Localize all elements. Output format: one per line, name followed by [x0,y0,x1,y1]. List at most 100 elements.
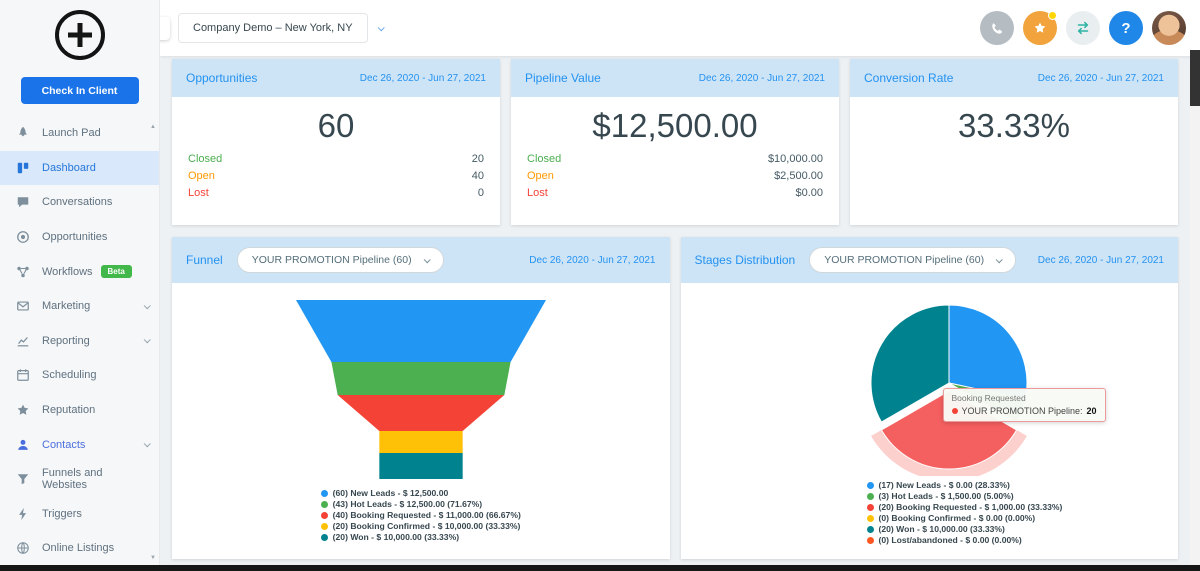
legend-item: (0) Booking Confirmed - $ 0.00 (0.00%) [866,513,1063,523]
tooltip-row: YOUR PROMOTION Pipeline: 20 [951,406,1097,416]
avatar[interactable] [1152,11,1186,45]
legend-dot [866,492,874,500]
help-icon[interactable]: ? [1109,11,1143,45]
sidebar-item-marketing[interactable]: Marketing [0,289,159,324]
rocket-icon [16,126,32,140]
pipeline-selector[interactable]: YOUR PROMOTION Pipeline (60) [236,247,444,273]
phone-icon[interactable] [980,11,1014,45]
legend-dot [320,500,328,508]
sidebar-item-opportunities[interactable]: Opportunities [0,220,159,255]
card-header: Opportunities Dec 26, 2020 - Jun 27, 202… [172,59,500,97]
stat-value: 40 [471,169,484,182]
sidebar-item-label: Reporting [42,334,90,347]
sidebar-item-online-listings[interactable]: Online Listings [0,531,159,565]
check-in-client-button[interactable]: Check In Client [20,77,139,104]
help-label: ? [1121,19,1131,37]
location-selector[interactable]: Company Demo – New York, NY [178,13,368,43]
funnel-chart[interactable] [281,297,561,482]
sidebar: Check In Client ▲ ▼ Launch Pad Dashboard… [0,0,160,565]
date-range[interactable]: Dec 26, 2020 - Jun 27, 2021 [1037,72,1164,84]
target-icon [16,230,32,244]
legend-dot [866,481,874,489]
conversion-rate-card: Conversion Rate Dec 26, 2020 - Jun 27, 2… [850,59,1178,225]
card-header: Pipeline Value Dec 26, 2020 - Jun 27, 20… [511,59,839,97]
pipeline-selector-label: YOUR PROMOTION Pipeline (60) [824,254,985,266]
sidebar-item-workflows[interactable]: Workflows Beta [0,254,159,289]
chevron-down-icon [423,255,431,263]
main-scrollbar[interactable] [1190,50,1200,565]
card-title: Funnel [186,253,223,267]
legend-item: (17) New Leads - $ 0.00 (28.33%) [866,480,1063,490]
lightning-icon [16,507,32,521]
sidebar-item-label: Online Listings [42,542,115,555]
stat-value: 20 [471,152,484,165]
sidebar-nav: Launch Pad Dashboard Conversations Oppor… [0,116,159,565]
globe-icon [16,541,32,555]
legend-dot [320,522,328,530]
stat-value: $0.00 [795,186,823,199]
sidebar-item-contacts[interactable]: Contacts [0,427,159,462]
stat-row: Open $2,500.00 [511,167,839,184]
sidebar-item-label: Contacts [42,438,86,451]
chevron-down-icon[interactable] [377,23,385,31]
stat-label: Open [527,169,554,182]
pie-chart[interactable] [839,291,1059,476]
date-range[interactable]: Dec 26, 2020 - Jun 27, 2021 [1037,254,1164,266]
sidebar-item-launch-pad[interactable]: Launch Pad [0,116,159,151]
date-range[interactable]: Dec 26, 2020 - Jun 27, 2021 [359,72,486,84]
stat-value: 0 [477,186,484,199]
stat-row: Closed 20 [172,150,500,167]
sidebar-item-dashboard[interactable]: Dashboard [0,150,159,186]
scrollbar-thumb[interactable] [1190,50,1200,106]
topbar: Company Demo – New York, NY ? [147,0,1200,56]
legend-dot [866,514,874,522]
legend-dot [320,489,328,497]
sidebar-item-funnels-and-websites[interactable]: Funnels and Websites [0,462,159,497]
card-title: Conversion Rate [864,71,954,85]
chevron-down-icon [995,255,1003,263]
legend-label: (3) Hot Leads - $ 1,500.00 (5.00%) [878,491,1014,501]
sidebar-item-label: Workflows [42,265,93,278]
sidebar-item-scheduling[interactable]: Scheduling [0,358,159,393]
beta-badge: Beta [100,265,132,279]
date-range[interactable]: Dec 26, 2020 - Jun 27, 2021 [698,72,825,84]
legend-item: (20) Won - $ 10,000.00 (33.33%) [866,524,1063,534]
rewards-icon[interactable] [1023,11,1057,45]
bottom-bar [0,565,1200,571]
chevron-down-icon [143,336,151,344]
legend-label: (20) Won - $ 10,000.00 (33.33%) [332,532,460,542]
legend-label: (0) Lost/abandoned - $ 0.00 (0.00%) [878,535,1022,545]
sidebar-item-label: Dashboard [42,161,96,174]
switch-accounts-icon[interactable] [1066,11,1100,45]
sidebar-item-conversations[interactable]: Conversations [0,185,159,220]
sidebar-item-triggers[interactable]: Triggers [0,497,159,532]
sidebar-item-label: Opportunities [42,231,108,244]
pipeline-value-total: $12,500.00 [592,107,758,144]
stat-row: Closed $10,000.00 [511,150,839,167]
pipeline-selector[interactable]: YOUR PROMOTION Pipeline (60) [809,247,1017,273]
card-title: Opportunities [186,71,258,85]
legend-dot [320,533,328,541]
topbar-icons: ? [980,11,1186,45]
star-icon [16,403,32,417]
tooltip-value: 20 [1086,406,1097,416]
card-title: Stages Distribution [694,253,796,267]
date-range[interactable]: Dec 26, 2020 - Jun 27, 2021 [529,254,656,266]
legend-dot [866,525,874,533]
legend-item: (43) Hot Leads - $ 12,500.00 (71.67%) [320,499,521,509]
series-dot [951,408,958,414]
scroll-up-icon[interactable]: ▲ [150,124,156,130]
workflow-icon [16,265,32,279]
legend-item: (3) Hot Leads - $ 1,500.00 (5.00%) [866,491,1063,501]
legend-label: (17) New Leads - $ 0.00 (28.33%) [878,480,1010,490]
card-header: Conversion Rate Dec 26, 2020 - Jun 27, 2… [850,59,1178,97]
sidebar-item-reporting[interactable]: Reporting [0,324,159,359]
chart-icon [16,334,32,348]
sidebar-item-reputation[interactable]: Reputation [0,393,159,428]
sidebar-item-label: Launch Pad [42,127,101,140]
scroll-down-icon[interactable]: ▼ [150,555,156,561]
legend-item: (20) Booking Requested - $ 1,000.00 (33.… [866,502,1062,512]
envelope-icon [16,299,32,313]
legend-item: (20) Won - $ 10,000.00 (33.33%) [320,532,521,542]
stat-label: Closed [188,152,223,165]
